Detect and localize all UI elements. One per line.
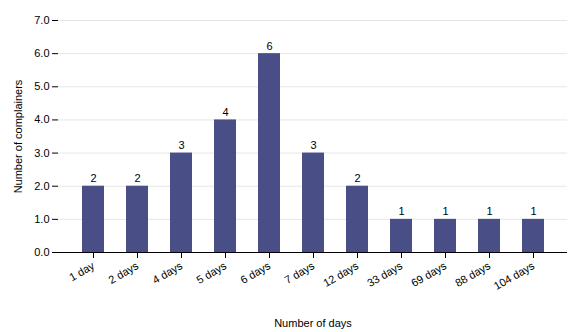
svg-text:5 days: 5 days bbox=[194, 259, 229, 286]
svg-text:3: 3 bbox=[310, 139, 316, 151]
svg-text:7.0: 7.0 bbox=[34, 14, 49, 26]
svg-text:6.0: 6.0 bbox=[34, 47, 49, 59]
svg-text:1: 1 bbox=[530, 205, 536, 217]
svg-text:1: 1 bbox=[442, 205, 448, 217]
svg-text:2 days: 2 days bbox=[106, 259, 141, 286]
svg-text:12 days: 12 days bbox=[321, 259, 361, 289]
svg-text:6: 6 bbox=[266, 40, 272, 52]
svg-text:0.0: 0.0 bbox=[34, 246, 49, 258]
svg-text:4 days: 4 days bbox=[150, 259, 185, 286]
svg-text:4.0: 4.0 bbox=[34, 113, 49, 125]
svg-text:1.0: 1.0 bbox=[34, 213, 49, 225]
svg-text:6 days: 6 days bbox=[238, 259, 273, 286]
svg-text:3.0: 3.0 bbox=[34, 147, 49, 159]
svg-text:2: 2 bbox=[354, 172, 360, 184]
svg-text:1: 1 bbox=[486, 205, 492, 217]
svg-text:5.0: 5.0 bbox=[34, 80, 49, 92]
svg-text:33 days: 33 days bbox=[365, 259, 405, 289]
svg-text:Number of days: Number of days bbox=[274, 317, 352, 329]
svg-text:7 days: 7 days bbox=[282, 259, 317, 286]
svg-text:69 days: 69 days bbox=[409, 259, 449, 289]
svg-text:3: 3 bbox=[178, 139, 184, 151]
svg-text:1 day: 1 day bbox=[67, 259, 97, 283]
svg-text:2: 2 bbox=[134, 172, 140, 184]
svg-text:104 days: 104 days bbox=[492, 259, 537, 292]
svg-text:Number of complainers: Number of complainers bbox=[12, 79, 24, 193]
svg-text:88 days: 88 days bbox=[453, 259, 493, 289]
svg-text:1: 1 bbox=[398, 205, 404, 217]
svg-text:2: 2 bbox=[90, 172, 96, 184]
svg-text:4: 4 bbox=[222, 106, 228, 118]
svg-text:2.0: 2.0 bbox=[34, 180, 49, 192]
